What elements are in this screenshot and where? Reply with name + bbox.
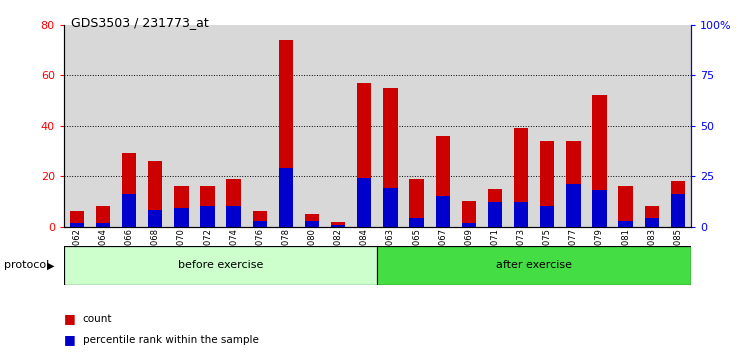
Bar	[671, 194, 685, 227]
Bar	[96, 223, 110, 227]
Bar	[436, 196, 450, 227]
Text: count: count	[83, 314, 112, 324]
Bar	[142, 25, 168, 227]
Bar	[462, 201, 476, 227]
Bar	[378, 25, 403, 227]
Bar	[593, 190, 607, 227]
Bar	[436, 136, 450, 227]
Bar	[148, 210, 162, 227]
Bar	[409, 179, 424, 227]
Bar	[618, 186, 633, 227]
Bar	[122, 194, 137, 227]
Bar	[540, 206, 554, 227]
Text: protocol: protocol	[4, 261, 49, 270]
Bar	[331, 222, 345, 227]
Bar	[383, 188, 397, 227]
Bar	[613, 25, 638, 227]
Bar	[305, 221, 319, 227]
Bar	[148, 161, 162, 227]
Bar	[378, 246, 691, 285]
Bar	[90, 25, 116, 227]
Bar	[227, 179, 241, 227]
Bar	[168, 25, 195, 227]
Bar	[456, 25, 482, 227]
Bar	[587, 25, 613, 227]
Bar	[70, 211, 84, 227]
Bar	[64, 246, 378, 285]
Bar	[96, 206, 110, 227]
Bar	[638, 25, 665, 227]
Bar	[201, 186, 215, 227]
Bar	[299, 25, 325, 227]
Bar	[383, 88, 397, 227]
Bar	[305, 214, 319, 227]
Bar	[116, 25, 142, 227]
Bar	[70, 223, 84, 227]
Bar	[64, 25, 90, 227]
Bar	[671, 181, 685, 227]
Bar	[487, 202, 502, 227]
Bar	[325, 25, 351, 227]
Bar	[174, 186, 189, 227]
Bar	[273, 25, 299, 227]
Bar	[174, 209, 189, 227]
Bar	[540, 141, 554, 227]
Bar	[593, 95, 607, 227]
Text: percentile rank within the sample: percentile rank within the sample	[83, 335, 258, 345]
Bar	[482, 25, 508, 227]
Bar	[430, 25, 456, 227]
Bar	[247, 25, 273, 227]
Bar	[560, 25, 587, 227]
Bar	[195, 25, 221, 227]
Bar	[122, 153, 137, 227]
Bar	[665, 25, 691, 227]
Bar	[221, 25, 247, 227]
Text: ▶: ▶	[47, 261, 55, 270]
Bar	[514, 202, 528, 227]
Bar	[357, 83, 372, 227]
Bar	[331, 224, 345, 227]
Bar	[279, 40, 293, 227]
Text: ■: ■	[64, 333, 76, 346]
Bar	[508, 25, 534, 227]
Bar	[351, 25, 378, 227]
Bar	[487, 189, 502, 227]
Bar	[462, 223, 476, 227]
Bar	[644, 218, 659, 227]
Text: after exercise: after exercise	[496, 261, 572, 270]
Bar	[618, 221, 633, 227]
Bar	[227, 206, 241, 227]
Bar	[279, 168, 293, 227]
Bar	[357, 178, 372, 227]
Text: before exercise: before exercise	[178, 261, 264, 270]
Bar	[252, 211, 267, 227]
Bar	[409, 218, 424, 227]
Bar	[644, 206, 659, 227]
Bar	[566, 141, 581, 227]
Bar	[252, 221, 267, 227]
Bar	[403, 25, 430, 227]
Bar	[514, 128, 528, 227]
Bar	[201, 206, 215, 227]
Bar	[566, 184, 581, 227]
Text: GDS3503 / 231773_at: GDS3503 / 231773_at	[71, 16, 209, 29]
Text: ■: ■	[64, 312, 76, 325]
Bar	[534, 25, 560, 227]
